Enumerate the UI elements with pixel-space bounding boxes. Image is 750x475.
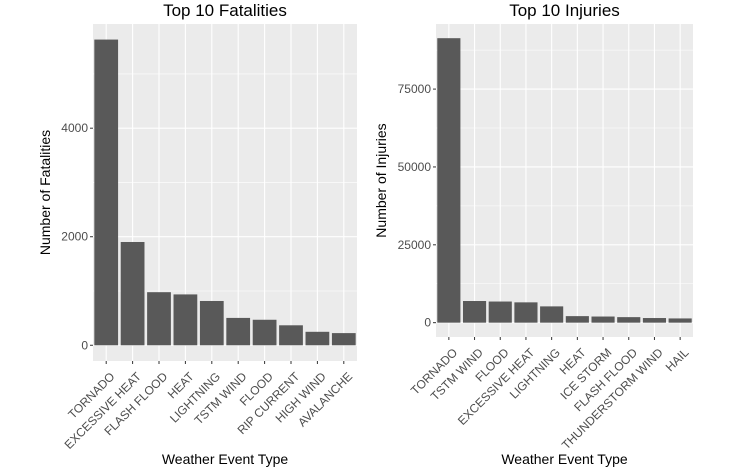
- injuries-bar-tornado: [437, 38, 461, 323]
- injuries-bar-ice-storm: [591, 316, 615, 323]
- fatalities-bar-lightning: [199, 300, 224, 346]
- fatalities-bar-tornado: [94, 39, 119, 346]
- fatalities-bar-excessive-heat: [120, 241, 145, 346]
- fatalities-y-ticks: 0 2000 4000: [61, 121, 93, 352]
- injuries-bar-flash-flood: [617, 317, 641, 323]
- injuries-y-tick-label: 75000: [398, 82, 432, 96]
- fatalities-y-tick-label: 4000: [61, 121, 88, 135]
- fatalities-bar-avalanche: [331, 333, 356, 346]
- injuries-y-ticks: 0 25000 50000 75000: [398, 82, 436, 330]
- injuries-bar-thunderstorm-wind: [642, 318, 667, 323]
- injuries-bars: [437, 38, 692, 323]
- fatalities-y-tick-label: 2000: [61, 230, 88, 244]
- injuries-y-tick-label: 25000: [398, 238, 432, 252]
- injuries-grid: [436, 24, 693, 337]
- fatalities-bar-tstm-wind: [226, 317, 251, 346]
- injuries-y-tick-label: 0: [424, 316, 431, 330]
- fatalities-bar-heat: [173, 294, 198, 346]
- injuries-x-axis-title: Weather Event Type: [501, 451, 628, 467]
- injuries-bar-lightning: [540, 306, 564, 323]
- fatalities-bar-high-wind: [305, 331, 330, 346]
- injuries-y-axis-title: Number of Injuries: [373, 123, 389, 237]
- fatalities-bars: [94, 39, 356, 346]
- injuries-plot-panel: [436, 24, 693, 337]
- fatalities-bar-flash-flood: [147, 292, 171, 346]
- fatalities-y-axis-title: Number of Fatalities: [37, 130, 53, 255]
- injuries-bar-excessive-heat: [514, 302, 538, 323]
- injuries-bar-heat: [565, 316, 589, 323]
- injuries-bar-tstm-wind: [462, 301, 487, 323]
- injuries-x-tick-label-hail: HAIL: [663, 345, 692, 374]
- injuries-bar-hail: [668, 318, 692, 323]
- fatalities-bar-flood: [252, 319, 277, 346]
- injuries-chart-title: Top 10 Injuries: [509, 1, 620, 20]
- fatalities-x-axis-title: Weather Event Type: [162, 451, 289, 467]
- injuries-bar-flood: [488, 301, 512, 323]
- fatalities-chart-title: Top 10 Fatalities: [163, 1, 287, 20]
- fatalities-y-tick-label: 0: [81, 338, 88, 352]
- injuries-y-tick-label: 50000: [398, 160, 432, 174]
- fatalities-bar-rip-current: [279, 325, 303, 346]
